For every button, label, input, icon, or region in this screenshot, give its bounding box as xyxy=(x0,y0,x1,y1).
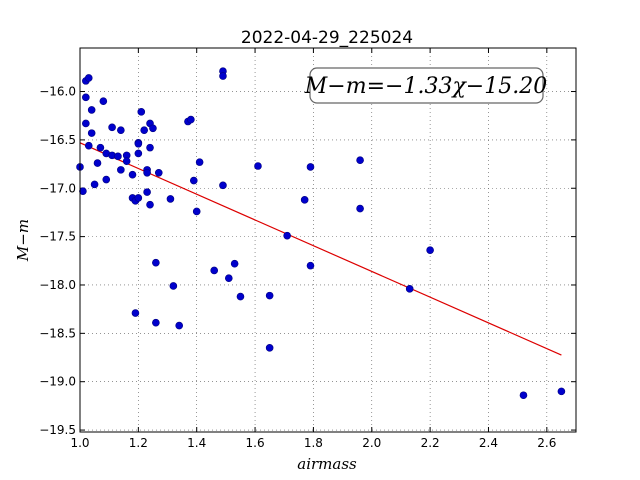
y-axis-ticks: −16.0 −16.5 −17.0 −17.5 −18.0 −18.5 −19.0 −19.5 xyxy=(39,85,576,437)
x-tick-label: 2.6 xyxy=(537,436,556,450)
data-point xyxy=(356,204,364,213)
data-points xyxy=(76,67,566,400)
data-point xyxy=(236,292,245,301)
data-point xyxy=(146,143,154,152)
data-point xyxy=(426,246,434,254)
data-point xyxy=(254,162,262,170)
data-point xyxy=(557,387,566,396)
x-tick-label: 1.0 xyxy=(70,436,89,450)
x-tick-label: 2.4 xyxy=(479,436,498,450)
data-point xyxy=(87,129,96,137)
y-tick-label: −19.5 xyxy=(39,423,76,437)
y-tick-label: −18.0 xyxy=(39,278,76,292)
data-point xyxy=(149,124,157,133)
data-point xyxy=(195,158,204,166)
data-point xyxy=(175,321,183,330)
fit-annotation: M−m=−1.33χ−15.20 xyxy=(304,67,547,104)
x-axis-ticks: 1.0 1.2 1.4 1.6 1.8 2.0 2.2 2.4 2.6 xyxy=(70,48,556,450)
y-tick-label: −17.5 xyxy=(39,230,76,244)
data-point xyxy=(146,200,154,209)
grid-lines xyxy=(79,48,576,432)
x-tick-label: 1.8 xyxy=(304,436,323,450)
data-point xyxy=(137,108,146,116)
x-tick-label: 1.6 xyxy=(246,436,265,450)
data-point xyxy=(225,274,233,283)
data-point xyxy=(84,74,93,82)
data-point xyxy=(152,258,160,267)
data-point xyxy=(134,149,143,158)
x-tick-label: 1.2 xyxy=(129,436,148,450)
data-point xyxy=(102,175,111,184)
fit-annotation-box xyxy=(309,67,544,104)
data-point xyxy=(187,115,195,124)
data-point xyxy=(122,157,131,165)
data-point xyxy=(219,181,227,190)
data-point xyxy=(210,266,219,275)
y-axis-label: M−m xyxy=(14,219,32,262)
fit-annotation-text: M−m=−1.33χ−15.20 xyxy=(304,74,547,99)
data-point xyxy=(405,285,414,293)
data-point xyxy=(96,143,105,152)
data-point xyxy=(99,97,108,105)
data-point xyxy=(519,391,528,400)
fit-line-group xyxy=(79,142,562,356)
data-point xyxy=(283,231,291,240)
chart-title: 2022-04-29_225024 xyxy=(241,28,413,48)
x-tick-label: 1.4 xyxy=(187,436,206,450)
data-point xyxy=(90,180,99,189)
data-point xyxy=(93,159,102,167)
data-point xyxy=(128,170,137,179)
data-point xyxy=(117,166,125,174)
data-point xyxy=(230,259,239,268)
data-point xyxy=(134,194,143,202)
data-point xyxy=(117,126,125,135)
y-tick-label: −16.5 xyxy=(39,133,76,147)
y-tick-label: −16.0 xyxy=(39,85,76,99)
data-point xyxy=(189,176,198,185)
data-point xyxy=(306,163,315,171)
x-tick-label: 2.2 xyxy=(421,436,440,450)
data-point xyxy=(82,119,90,128)
data-point xyxy=(143,188,151,196)
data-point xyxy=(82,93,90,102)
data-point xyxy=(169,282,178,290)
data-point xyxy=(154,168,163,177)
data-point xyxy=(143,168,151,177)
data-point xyxy=(219,72,227,80)
fit-line xyxy=(79,142,562,356)
x-axis-label: airmass xyxy=(297,455,357,473)
data-point xyxy=(356,156,364,165)
y-tick-label: −19.0 xyxy=(39,375,76,389)
data-point xyxy=(166,195,175,203)
data-point xyxy=(265,344,274,352)
data-point xyxy=(114,152,122,161)
data-point xyxy=(134,139,143,148)
data-point xyxy=(79,187,87,195)
data-point xyxy=(306,261,315,270)
y-tick-label: −17.0 xyxy=(39,181,76,195)
data-point xyxy=(108,123,116,132)
data-point xyxy=(131,309,140,317)
data-point xyxy=(140,126,148,135)
data-point xyxy=(192,207,201,216)
data-point xyxy=(87,106,96,114)
data-point xyxy=(300,196,309,204)
plot-frame xyxy=(79,47,577,433)
x-tick-label: 2.0 xyxy=(362,436,381,450)
y-tick-label: −18.5 xyxy=(39,326,76,340)
data-point xyxy=(84,141,93,150)
data-point xyxy=(265,291,274,300)
data-point xyxy=(152,318,160,327)
